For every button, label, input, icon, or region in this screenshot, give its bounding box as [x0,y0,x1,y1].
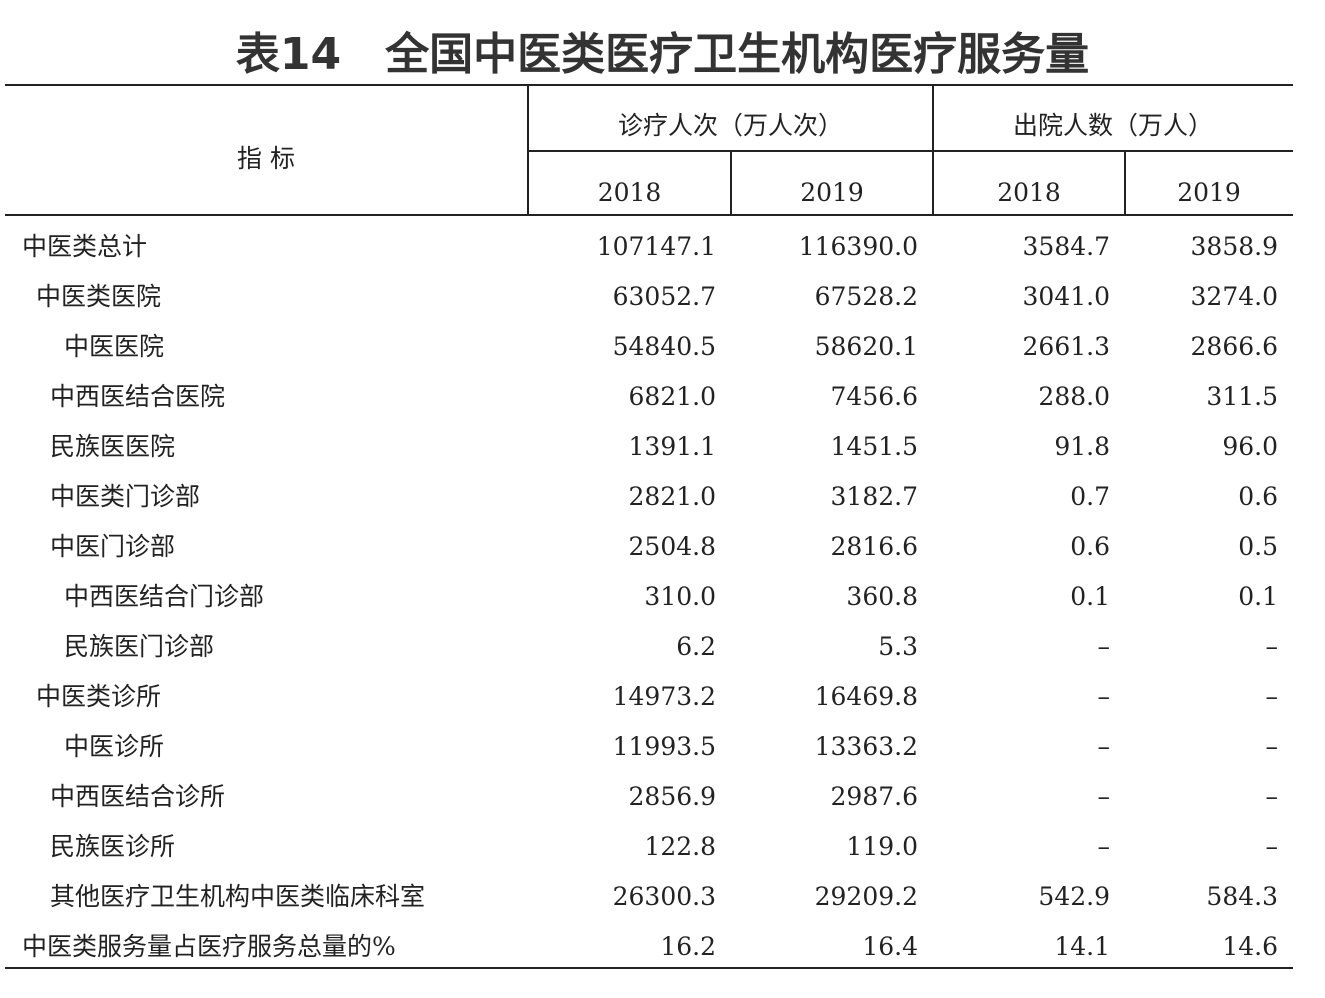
value-cell: 119.0 [846,832,918,861]
value-cell: – [1097,632,1111,661]
value-cell: – [1097,782,1111,811]
header-cell: 出院人数（万人） [1012,111,1213,140]
header-cell: 2019 [800,178,864,207]
row-label: 中医类门诊部 [50,482,201,511]
value-cell: 67528.2 [814,282,918,311]
value-cell: 11993.5 [612,732,716,761]
value-cell: 6821.0 [628,382,716,411]
value-cell: 3274.0 [1190,282,1278,311]
value-cell: 2816.6 [830,532,918,561]
value-cell: – [1097,732,1111,761]
rule [1124,151,1126,215]
value-cell: 2866.6 [1190,332,1278,361]
value-cell: 2661.3 [1022,332,1110,361]
value-cell: – [1265,632,1279,661]
row-label: 中医类诊所 [36,682,162,711]
row-label: 民族医医院 [50,432,176,461]
value-cell: 91.8 [1054,432,1110,461]
value-cell: 3041.0 [1022,282,1110,311]
rule [932,85,934,215]
value-cell: 122.8 [644,832,716,861]
value-cell: 13363.2 [814,732,918,761]
row-label: 中医诊所 [64,732,165,761]
value-cell: – [1265,732,1279,761]
value-cell: 1451.5 [830,432,918,461]
row-label: 民族医门诊部 [64,632,215,661]
row-label: 中西医结合医院 [50,382,226,411]
header-cell: 指 标 [237,144,295,173]
value-cell: 3584.7 [1022,232,1110,261]
value-cell: 0.6 [1238,482,1278,511]
row-label: 中西医结合诊所 [50,782,226,811]
row-label: 中西医结合门诊部 [64,582,265,611]
value-cell: 2504.8 [628,532,716,561]
value-cell: 26300.3 [612,882,716,911]
value-cell: 16469.8 [814,682,918,711]
value-cell: 542.9 [1038,882,1110,911]
value-cell: – [1265,832,1279,861]
row-label: 中医门诊部 [50,532,176,561]
value-cell: 0.1 [1070,582,1110,611]
value-cell: 0.1 [1238,582,1278,611]
value-cell: 16.4 [862,932,918,961]
row-label: 民族医诊所 [50,832,176,861]
value-cell: 0.6 [1070,532,1110,561]
row-label: 其他医疗卫生机构中医类临床科室 [50,882,426,911]
value-cell: 58620.1 [814,332,918,361]
value-cell: 0.7 [1070,482,1110,511]
value-cell: – [1265,782,1279,811]
rule [527,85,529,215]
header-cell: 诊疗人次（万人次） [617,111,843,140]
value-cell: – [1097,682,1111,711]
value-cell: 1391.1 [628,432,716,461]
value-cell: 310.0 [644,582,716,611]
header-cell: 2019 [1177,178,1241,207]
value-cell: 2987.6 [830,782,918,811]
value-cell: 5.3 [878,632,918,661]
row-label: 中医类总计 [22,232,148,261]
value-cell: 6.2 [676,632,716,661]
rule [528,150,1293,152]
value-cell: 0.5 [1238,532,1278,561]
row-label: 中医类服务量占医疗服务总量的% [22,932,396,961]
value-cell: 14973.2 [612,682,716,711]
value-cell: 29209.2 [814,882,918,911]
value-cell: 116390.0 [798,232,918,261]
value-cell: 311.5 [1206,382,1278,411]
value-cell: 3858.9 [1190,232,1278,261]
row-label: 中医类医院 [36,282,162,311]
value-cell: 63052.7 [612,282,716,311]
rule [5,214,1293,216]
rule [5,967,1293,969]
value-cell: 54840.5 [612,332,716,361]
rule [730,151,732,215]
value-cell: 2821.0 [628,482,716,511]
value-cell: 3182.7 [830,482,918,511]
value-cell: 288.0 [1038,382,1110,411]
value-cell: – [1265,682,1279,711]
header-cell: 2018 [997,178,1061,207]
header-cell: 2018 [597,178,662,207]
value-cell: 16.2 [660,932,716,961]
value-cell: 96.0 [1222,432,1278,461]
value-cell: 14.1 [1054,932,1110,961]
rule [5,84,1293,86]
value-cell: 360.8 [846,582,918,611]
value-cell: – [1097,832,1111,861]
value-cell: 107147.1 [596,232,716,261]
value-cell: 7456.6 [830,382,918,411]
row-label: 中医医院 [64,332,165,361]
value-cell: 2856.9 [628,782,716,811]
value-cell: 584.3 [1206,882,1278,911]
value-cell: 14.6 [1222,932,1278,961]
title: 表14 全国中医类医疗卫生机构医疗服务量 [235,29,1090,80]
